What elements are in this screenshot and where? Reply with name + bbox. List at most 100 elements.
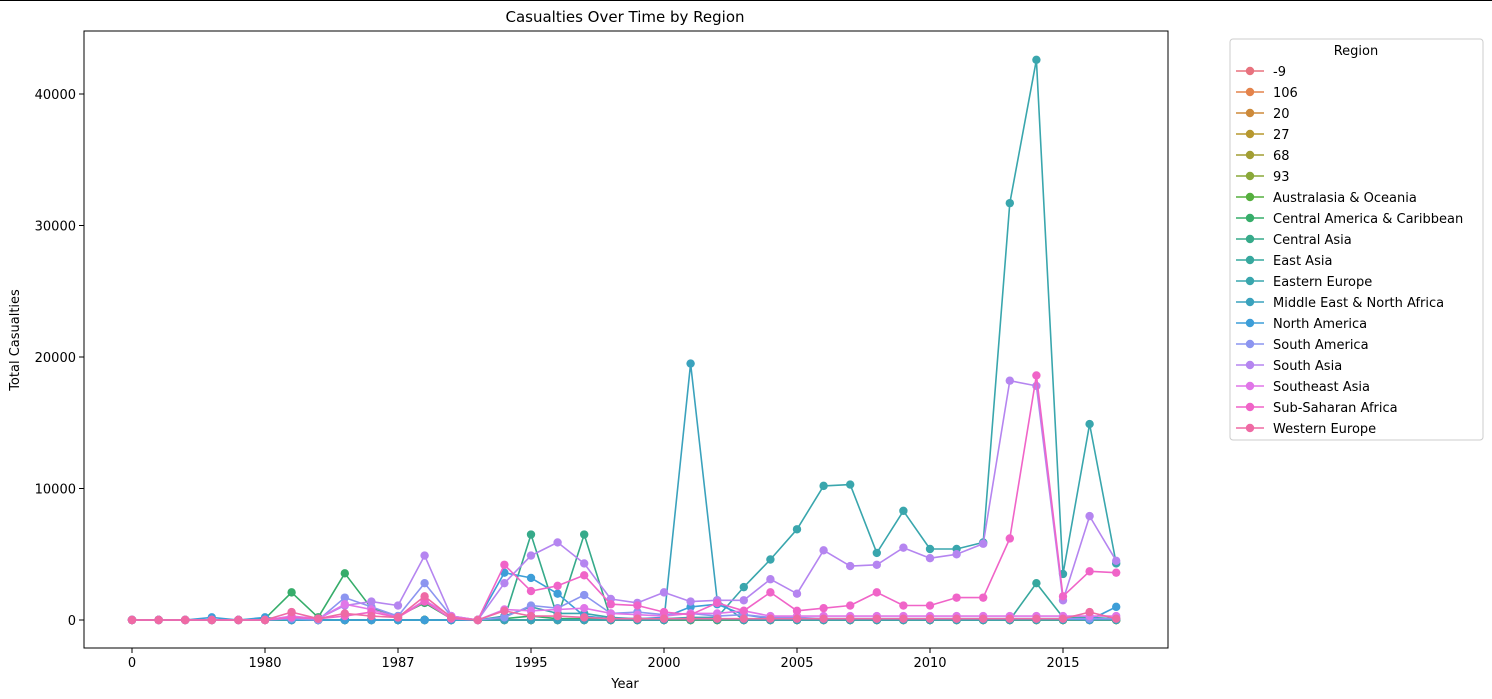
data-point (1058, 592, 1068, 601)
legend-swatch-marker (1245, 66, 1255, 76)
data-point (792, 614, 802, 623)
data-point (819, 603, 828, 613)
legend-box (1229, 38, 1484, 441)
data-point (686, 597, 695, 606)
x-tick-label: 2005 (780, 656, 813, 671)
data-point (739, 614, 748, 623)
legend-label: Australasia & Oceania (1273, 191, 1417, 206)
data-point (952, 593, 961, 602)
data-point (260, 615, 270, 625)
data-point (420, 578, 429, 588)
data-point (872, 588, 881, 597)
legend-swatch-marker (1245, 276, 1255, 286)
data-point (846, 601, 855, 610)
data-point (553, 589, 562, 598)
data-point (1085, 567, 1094, 576)
data-point (766, 555, 775, 564)
data-point (979, 539, 988, 548)
data-point (739, 582, 748, 592)
data-point (792, 589, 802, 598)
data-point (925, 553, 935, 563)
data-point (1085, 419, 1094, 429)
data-point (899, 543, 908, 552)
data-point (553, 538, 562, 547)
legend-label: South America (1273, 338, 1369, 353)
data-point (819, 546, 828, 555)
legend-swatch-marker (1245, 381, 1255, 391)
data-point (340, 600, 349, 609)
data-point (925, 614, 935, 623)
legend-swatch-marker (1245, 150, 1255, 160)
legend-swatch-marker (1245, 171, 1255, 181)
legend-swatch-marker (1245, 213, 1255, 223)
data-point (1085, 511, 1094, 521)
legend: Region -9 106 20 27 68 93 Australasia & Oceani… (1229, 38, 1484, 441)
legend-swatch-marker (1245, 318, 1255, 328)
data-point (819, 481, 828, 491)
series-line (132, 379, 1117, 621)
y-axis-label: Total Casualties (8, 289, 23, 392)
data-point (367, 597, 376, 606)
data-point (899, 601, 908, 610)
x-tick-label: 1995 (514, 656, 547, 671)
data-point (1032, 371, 1041, 380)
data-point (420, 615, 429, 625)
data-point (766, 575, 775, 584)
data-point (1005, 614, 1014, 623)
data-point (713, 614, 722, 623)
data-point (1005, 534, 1014, 543)
data-point (500, 606, 509, 615)
data-point (207, 615, 216, 625)
data-point (872, 614, 881, 623)
data-point (633, 614, 642, 623)
data-point (1032, 578, 1041, 588)
data-point (606, 600, 615, 609)
data-point (792, 525, 802, 534)
legend-label: Central America & Caribbean (1273, 212, 1463, 227)
data-point (526, 573, 536, 583)
data-point (1005, 376, 1014, 385)
data-point (393, 601, 403, 610)
x-tick-label: 2010 (913, 656, 946, 671)
x-tick-label: 0 (128, 656, 136, 671)
data-point (580, 603, 589, 613)
data-point (1112, 556, 1121, 566)
data-point (580, 590, 589, 600)
series-line (132, 599, 1117, 621)
legend-label: East Asia (1273, 254, 1332, 269)
data-point (686, 359, 695, 368)
data-point (420, 551, 429, 560)
legend-swatch-marker (1245, 339, 1255, 349)
data-point (872, 560, 881, 569)
legend-label: 20 (1273, 107, 1290, 122)
legend-label: Southeast Asia (1273, 380, 1370, 395)
data-point (766, 588, 775, 597)
y-tick-label: 40000 (35, 88, 76, 103)
legend-swatch-marker (1245, 360, 1255, 370)
series-line (132, 58, 1117, 621)
legend-title: Region (1334, 44, 1379, 59)
data-point (340, 569, 349, 578)
data-point (580, 559, 589, 568)
data-point (925, 601, 935, 610)
y-tick-label: 10000 (35, 483, 76, 498)
legend-swatch-marker (1245, 129, 1255, 139)
data-point (473, 615, 482, 625)
data-point (553, 581, 562, 591)
legend-label: 106 (1273, 86, 1298, 101)
data-point (952, 614, 961, 623)
data-point (580, 613, 589, 622)
data-point (500, 560, 509, 569)
data-point (659, 588, 669, 597)
legend-swatch-marker (1245, 192, 1255, 202)
x-tick-label: 1980 (248, 656, 281, 671)
data-point (181, 615, 190, 625)
legend-label: Middle East & North Africa (1273, 296, 1444, 311)
data-point (553, 605, 562, 614)
data-point (739, 596, 748, 605)
x-axis-label: Year (610, 677, 639, 692)
data-point (819, 614, 828, 623)
series-line (132, 362, 1117, 621)
legend-label: North America (1273, 317, 1367, 332)
